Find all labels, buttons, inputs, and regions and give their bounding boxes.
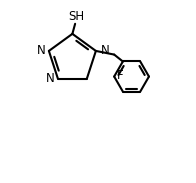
Text: F: F	[117, 69, 123, 82]
Text: N: N	[36, 44, 45, 57]
Text: N: N	[101, 44, 109, 57]
Text: N: N	[45, 72, 54, 85]
Text: SH: SH	[68, 10, 84, 23]
